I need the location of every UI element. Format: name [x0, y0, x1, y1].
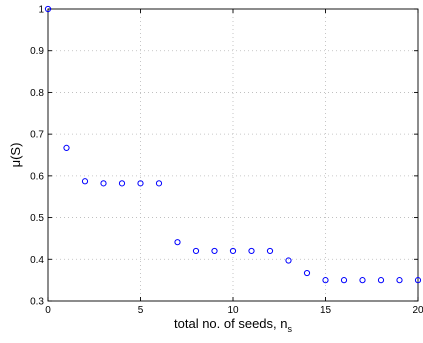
data-point [155, 180, 163, 187]
grid-layer [48, 9, 418, 301]
data-point [118, 180, 126, 187]
data-point [303, 269, 311, 277]
y-tick-label: 0.4 [30, 255, 44, 266]
x-axis-label-subscript: s [287, 324, 292, 334]
x-tick-label: 15 [320, 305, 332, 316]
data-point [396, 277, 403, 284]
data-point [229, 247, 237, 255]
data-point [377, 277, 385, 284]
data-point [81, 178, 89, 185]
data-point [285, 257, 292, 264]
x-tick-label: 5 [138, 305, 144, 316]
data-point [174, 239, 181, 246]
y-tick-label: 0.8 [30, 88, 44, 99]
y-tick-label: 0.9 [30, 46, 44, 57]
data-point [322, 277, 329, 284]
x-tick-label: 20 [412, 305, 423, 316]
data-point [100, 180, 107, 187]
data-point [192, 247, 200, 255]
x-axis-label-text: total no. of seeds, n [174, 316, 287, 331]
y-tick-label: 0.7 [30, 130, 44, 141]
data-point [63, 144, 70, 152]
data-point [266, 247, 274, 255]
y-tick-label: 0.3 [30, 297, 44, 308]
x-tick-label: 10 [227, 305, 239, 316]
points-layer [44, 5, 422, 284]
tick-layer: 0 5 10 15 20 0.3 0.4 0.5 0.6 0.7 0.8 0.9 1 [30, 5, 423, 317]
data-point [359, 277, 366, 284]
y-tick-label: 1 [38, 5, 44, 16]
x-axis-label: total no. of seeds, ns [174, 316, 292, 334]
x-tick-label: 0 [45, 305, 51, 316]
y-tick-label: 0.5 [30, 213, 44, 224]
data-point [414, 277, 422, 284]
y-tick-label: 0.6 [30, 171, 44, 182]
data-point [44, 5, 52, 13]
data-point [340, 277, 348, 284]
data-point [137, 180, 144, 187]
data-point [211, 247, 218, 255]
y-axis-label: μ(S) [8, 143, 23, 168]
data-point [248, 247, 255, 255]
